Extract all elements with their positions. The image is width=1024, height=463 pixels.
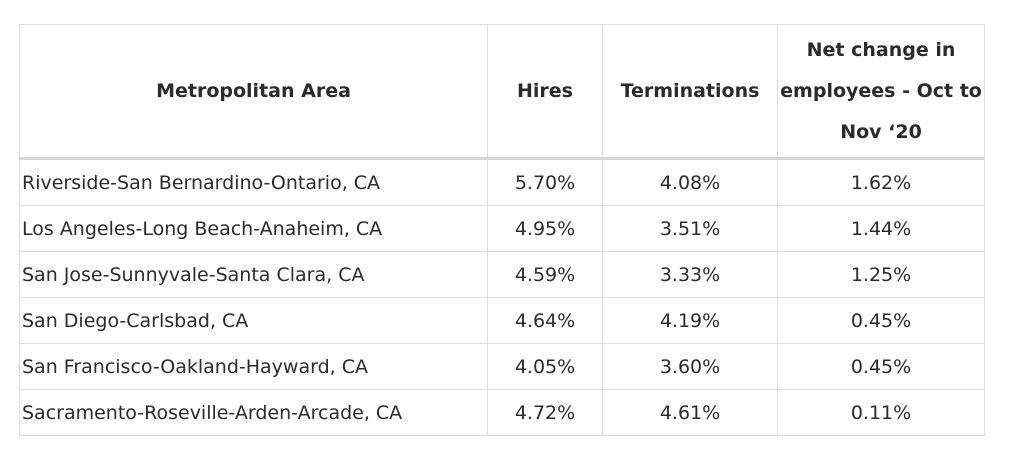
cell-net-change: 0.45%	[777, 343, 985, 390]
cell-metropolitan-area: Los Angeles-Long Beach-Anaheim, CA	[19, 205, 488, 252]
cell-net-change: 1.25%	[777, 251, 985, 298]
table-row: Sacramento-Roseville-Arden-Arcade, CA 4.…	[19, 389, 985, 436]
cell-hires: 4.72%	[487, 389, 603, 436]
table-row: San Diego-Carlsbad, CA 4.64% 4.19% 0.45%	[19, 297, 985, 344]
cell-net-change: 1.44%	[777, 205, 985, 252]
cell-terminations: 3.51%	[602, 205, 778, 252]
header-row: Metropolitan Area Hires Terminations Net…	[19, 24, 985, 160]
cell-terminations: 4.08%	[602, 158, 778, 206]
cell-net-change: 0.45%	[777, 297, 985, 344]
table-header: Metropolitan Area Hires Terminations Net…	[19, 24, 985, 160]
cell-terminations: 4.19%	[602, 297, 778, 344]
cell-hires: 4.59%	[487, 251, 603, 298]
cell-metropolitan-area: San Francisco-Oakland-Hayward, CA	[19, 343, 488, 390]
table-row: Riverside-San Bernardino-Ontario, CA 5.7…	[19, 158, 985, 206]
table-row: Los Angeles-Long Beach-Anaheim, CA 4.95%…	[19, 205, 985, 252]
header-hires: Hires	[487, 24, 603, 160]
table-row: San Francisco-Oakland-Hayward, CA 4.05% …	[19, 343, 985, 390]
cell-metropolitan-area: San Diego-Carlsbad, CA	[19, 297, 488, 344]
table-body: Riverside-San Bernardino-Ontario, CA 5.7…	[19, 158, 985, 436]
cell-terminations: 4.61%	[602, 389, 778, 436]
header-net-change: Net change in employees - Oct to Nov ‘20	[777, 24, 985, 160]
cell-terminations: 3.60%	[602, 343, 778, 390]
header-net-change-label: Net change in employees - Oct to Nov ‘20	[780, 38, 982, 143]
cell-hires: 4.95%	[487, 205, 603, 252]
cell-hires: 5.70%	[487, 158, 603, 206]
cell-hires: 4.64%	[487, 297, 603, 344]
table-row: San Jose-Sunnyvale-Santa Clara, CA 4.59%…	[19, 251, 985, 298]
cell-hires: 4.05%	[487, 343, 603, 390]
cell-metropolitan-area: Riverside-San Bernardino-Ontario, CA	[19, 158, 488, 206]
header-metropolitan-area: Metropolitan Area	[19, 24, 488, 160]
hires-terminations-table: Metropolitan Area Hires Terminations Net…	[19, 24, 985, 436]
header-terminations: Terminations	[602, 24, 778, 160]
cell-net-change: 1.62%	[777, 158, 985, 206]
cell-metropolitan-area: Sacramento-Roseville-Arden-Arcade, CA	[19, 389, 488, 436]
cell-metropolitan-area: San Jose-Sunnyvale-Santa Clara, CA	[19, 251, 488, 298]
cell-net-change: 0.11%	[777, 389, 985, 436]
hires-terminations-table-container: Metropolitan Area Hires Terminations Net…	[19, 24, 985, 436]
cell-terminations: 3.33%	[602, 251, 778, 298]
